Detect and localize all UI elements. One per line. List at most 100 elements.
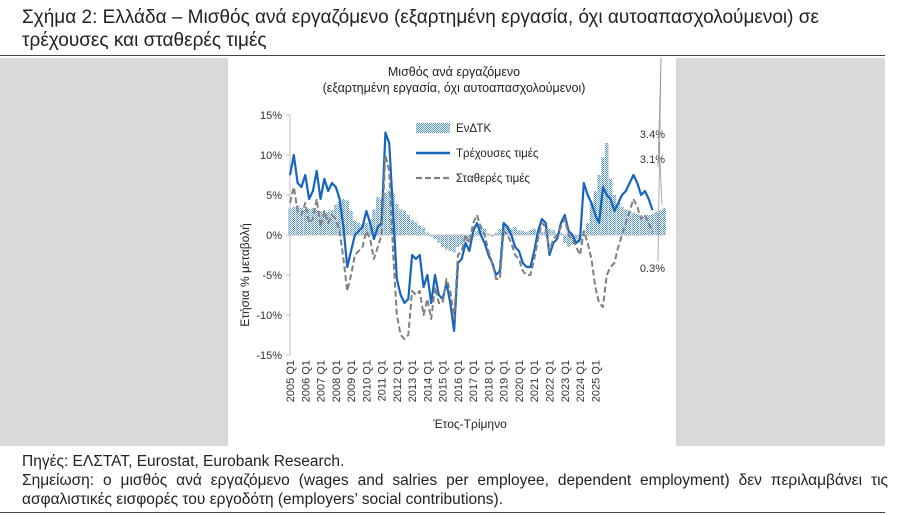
hicp-bar bbox=[605, 143, 609, 235]
hicp-bar bbox=[425, 232, 430, 235]
y-tick-label: -5% bbox=[262, 270, 282, 282]
hicp-bar bbox=[662, 207, 666, 235]
hicp-bar bbox=[585, 223, 590, 235]
x-axis-label: Έτος-Τρίμηνο bbox=[432, 417, 507, 431]
x-tick-label: 2008 Q1 bbox=[331, 360, 343, 402]
hicp-bar bbox=[627, 211, 632, 235]
hicp-bar bbox=[307, 208, 311, 235]
hicp-bar bbox=[337, 201, 342, 235]
note-text: Σημείωση: ο μισθός ανά εργαζόμενο (wages… bbox=[22, 472, 888, 508]
x-tick-label: 2013 Q1 bbox=[407, 360, 419, 402]
x-tick-label: 2011 Q1 bbox=[377, 360, 389, 401]
legend: ΕνΔΤΚ Τρέχουσες τιμές Σταθερές τιμές bbox=[416, 123, 539, 185]
hicp-bar bbox=[440, 235, 445, 247]
hicp-bar bbox=[658, 210, 662, 235]
hicp-bar bbox=[482, 228, 487, 235]
hicp-bar bbox=[437, 235, 441, 243]
hicp-bar bbox=[486, 233, 491, 235]
hicp-bar bbox=[574, 235, 578, 239]
lines-layer bbox=[288, 131, 654, 340]
figure-title: Σχήμα 2: Ελλάδα – Μισθός ανά εργαζόμενο … bbox=[22, 7, 819, 51]
hicp-bar bbox=[528, 230, 533, 235]
hicp-bar bbox=[353, 220, 357, 235]
hicp-bar bbox=[631, 212, 636, 235]
axes-layer: 15% 10% 5% 0% -5% -10% -15%2005 Q1 2006 Q1 2007 … bbox=[256, 110, 664, 402]
hicp-bar bbox=[597, 175, 601, 235]
hicp-bar bbox=[402, 211, 407, 235]
hicp-bar bbox=[429, 235, 433, 237]
hicp-bar bbox=[410, 219, 414, 235]
hicp-bar bbox=[345, 200, 349, 235]
hicp-bar bbox=[620, 207, 624, 235]
chart-subtitle: (εξαρτημένη εργασία, όχι αυτοαπασχολούμε… bbox=[323, 81, 586, 95]
hicp-bar bbox=[635, 214, 639, 235]
y-tick-label: 0% bbox=[266, 230, 282, 242]
hicp-bar bbox=[383, 192, 388, 235]
hicp-bar bbox=[570, 235, 575, 245]
hicp-bar bbox=[475, 231, 479, 235]
hicp-bar bbox=[376, 196, 380, 235]
hicp-bar bbox=[364, 223, 369, 235]
x-tick-label: 2017 Q1 bbox=[468, 360, 480, 402]
hicp-bar bbox=[589, 203, 594, 235]
hicp-bar bbox=[547, 228, 552, 235]
hicp-bar bbox=[433, 235, 437, 239]
hicp-bar bbox=[311, 207, 315, 235]
x-tick-label: 2007 Q1 bbox=[316, 360, 328, 402]
legend-label: ΕνΔΤΚ bbox=[456, 123, 491, 135]
hicp-bar bbox=[559, 232, 563, 235]
hicp-bar bbox=[616, 203, 620, 235]
source-text: Πηγές: ΕΛΣΤΑΤ, Eurostat, Eurobank Resear… bbox=[22, 453, 345, 470]
x-tick-label: 2022 Q1 bbox=[545, 360, 557, 402]
y-tick-label: -10% bbox=[256, 310, 282, 322]
x-tick-label: 2019 Q1 bbox=[499, 360, 511, 402]
hicp-bar bbox=[505, 225, 510, 235]
hicp-bar bbox=[448, 235, 452, 251]
y-axis-label: Ετήσια % μεταβολή bbox=[238, 223, 252, 327]
chart-panel: Μισθός ανά εργαζόμενο (εξαρτημένη εργασί… bbox=[228, 58, 676, 446]
x-tick-label: 2020 Q1 bbox=[514, 360, 526, 402]
hicp-bar bbox=[517, 230, 521, 235]
hicp-bar bbox=[315, 210, 319, 235]
x-tick-label: 2006 Q1 bbox=[300, 360, 312, 402]
y-tick-label: 10% bbox=[260, 150, 282, 162]
hicp-bar bbox=[524, 231, 529, 235]
y-tick-label: -15% bbox=[256, 350, 282, 362]
constant-leader-line bbox=[657, 58, 662, 262]
hicp-bar bbox=[299, 207, 304, 235]
x-tick-label: 2025 Q1 bbox=[590, 360, 602, 402]
x-tick-label: 2015 Q1 bbox=[438, 360, 450, 402]
x-tick-label: 2024 Q1 bbox=[575, 360, 587, 402]
hicp-bar bbox=[608, 179, 613, 235]
hicp-bar bbox=[406, 215, 411, 235]
hicp-bar bbox=[395, 203, 399, 235]
hicp-bar bbox=[452, 235, 456, 253]
x-tick-label: 2018 Q1 bbox=[483, 360, 495, 402]
x-tick-label: 2009 Q1 bbox=[346, 360, 358, 402]
hicp-bar bbox=[372, 209, 376, 235]
hicp-bar bbox=[639, 215, 643, 235]
legend-swatch-hicp bbox=[416, 123, 450, 133]
hicp-bar bbox=[532, 228, 536, 235]
legend-label: Σταθερές τιμές bbox=[456, 173, 530, 185]
hicp-bar bbox=[456, 235, 460, 247]
hicp-bar bbox=[322, 212, 327, 235]
hicp-bar bbox=[418, 225, 422, 235]
x-tick-label: 2023 Q1 bbox=[560, 360, 572, 402]
hicp-bar bbox=[540, 231, 544, 235]
hicp-bar bbox=[292, 207, 296, 235]
title-divider bbox=[0, 55, 885, 56]
hicp-bar bbox=[444, 235, 449, 250]
hicp-bar bbox=[387, 190, 391, 235]
hicp-bar bbox=[654, 211, 659, 235]
hicp-bar bbox=[460, 235, 464, 245]
x-tick-label: 2014 Q1 bbox=[422, 360, 434, 402]
constant-end-label: 0.3% bbox=[640, 263, 665, 275]
hicp-bar bbox=[643, 215, 647, 235]
hicp-bar bbox=[498, 228, 502, 235]
bottom-divider bbox=[0, 512, 885, 513]
hicp-bar bbox=[551, 230, 556, 235]
hicp-bar bbox=[467, 235, 472, 238]
hicp-bar bbox=[513, 227, 517, 235]
hicp-bar bbox=[563, 235, 567, 243]
